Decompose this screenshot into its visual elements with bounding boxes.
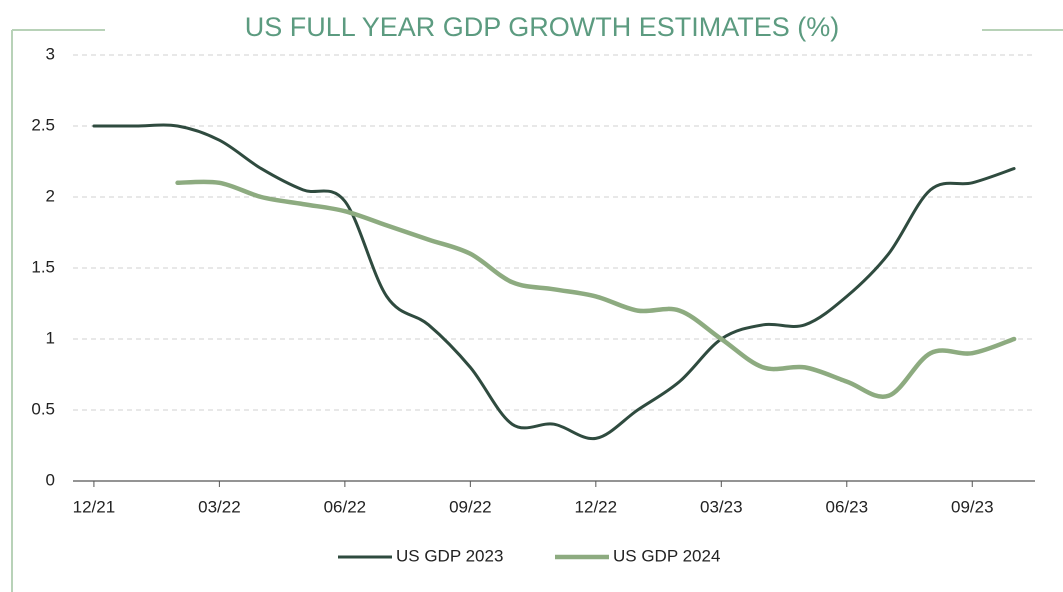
- series-line: [92, 123, 1016, 441]
- x-tick-label: 09/22: [449, 497, 492, 516]
- legend-label: US GDP 2024: [613, 546, 720, 565]
- x-tick-label: 06/22: [324, 497, 367, 516]
- y-tick-label: 0.5: [31, 399, 55, 418]
- x-tick-label: 06/23: [826, 497, 869, 516]
- x-tick-label: 12/21: [73, 497, 116, 516]
- x-tick-label: 03/22: [198, 497, 241, 516]
- legend-label: US GDP 2023: [396, 546, 503, 565]
- y-tick-label: 1: [46, 328, 55, 347]
- y-tick-label: 2.5: [31, 115, 55, 134]
- x-tick-label: 09/23: [951, 497, 994, 516]
- y-tick-label: 0: [46, 470, 55, 489]
- series-line: [175, 179, 1017, 399]
- y-tick-label: 1.5: [31, 257, 55, 276]
- y-tick-label: 3: [46, 44, 55, 63]
- x-tick-label: 12/22: [575, 497, 618, 516]
- x-tick-label: 03/23: [700, 497, 743, 516]
- y-tick-label: 2: [46, 186, 55, 205]
- chart-title: US FULL YEAR GDP GROWTH ESTIMATES (%): [245, 12, 840, 42]
